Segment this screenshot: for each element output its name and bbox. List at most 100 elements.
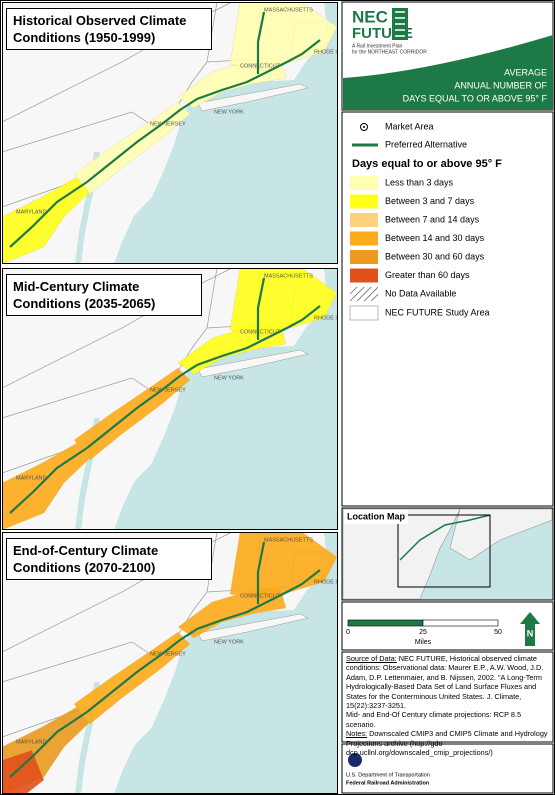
logo: NEC FUTURE A Rail Investment Plan for th… [352, 7, 427, 55]
footer-agency: U.S. Department of Transportation [346, 772, 430, 778]
legend-label: Market Area [385, 121, 434, 131]
climate-zone [229, 268, 338, 337]
panel-border [2, 268, 338, 530]
source-text: Downscaled CMIP3 and CMIP5 Climate and H… [346, 729, 548, 758]
map-label: MASSACHUSETTS [264, 273, 313, 279]
legend-label: Greater than 60 days [385, 270, 470, 280]
map-title: AVERAGE ANNUAL NUMBER OF DAYS EQUAL TO OR … [403, 67, 548, 103]
source-label: Source of Data: [346, 654, 397, 663]
climate-zone [2, 749, 45, 794]
legend-label: Between 30 and 60 days [385, 251, 485, 261]
panel-border [2, 2, 338, 264]
legend-label: Less than 3 days [385, 177, 454, 187]
legend-swatch [349, 305, 379, 321]
legend-label: Preferred Alternative [385, 139, 467, 149]
panels: MASSACHUSETTS CONNECTICUT RHODE ISLAND NEW … [2, 2, 355, 794]
map-label: CONNECTICUT [240, 63, 281, 69]
scale-label: 25 [419, 629, 427, 636]
map-label: MARYLAND [16, 475, 46, 481]
map-label: MASSACHUSETTS [264, 7, 313, 13]
corridor-line [9, 569, 321, 778]
scale-unit: Miles [415, 639, 432, 646]
source-label: Notes: [346, 729, 368, 739]
legend-label: No Data Available [385, 288, 456, 298]
logo-icon-rails [395, 11, 405, 37]
location-title: Location Map [347, 511, 406, 521]
map-label: NEW YORK [214, 375, 244, 381]
map-title-line: AVERAGE [504, 67, 547, 77]
logo-tagline: A Rail Investment Plan [352, 43, 403, 49]
legend: Market Area Preferred Alternative Days equ… [349, 121, 502, 321]
map-label: MARYLAND [16, 739, 46, 745]
legend-swatch [350, 250, 378, 264]
map-label: NEW YORK [214, 109, 244, 115]
legend-swatch [350, 268, 378, 283]
legend-heading: Days equal to or above 95° F [352, 158, 502, 170]
map-label: NEW JERSEY [150, 651, 186, 657]
source-paragraph: Source of Data: NEC FUTURE, Historical ob… [346, 654, 552, 710]
map-label: NEW JERSEY [150, 387, 186, 393]
source-paragraph: Mid- and End-Of Century climate projecti… [346, 710, 552, 729]
map-label: CONNECTICUT [240, 593, 281, 599]
location-corridor [399, 514, 491, 561]
legend-label: Between 7 and 14 days [385, 214, 480, 224]
climate-zone [229, 2, 338, 71]
panel-title: End-of-Century Climate Conditions (2070-… [6, 538, 212, 580]
panel-title: Mid-Century Climate Conditions (2035-206… [6, 274, 202, 316]
logo-tagline: for the NORTHEAST CORRIDOR [352, 49, 427, 55]
location-extent [397, 514, 491, 588]
climate-zone [2, 442, 91, 530]
map-label: MARYLAND [16, 209, 46, 215]
map-label: MASSACHUSETTS [264, 537, 313, 543]
north-label: N [527, 628, 534, 638]
map-title-line: ANNUAL NUMBER OF [454, 80, 547, 90]
corridor-line [9, 305, 321, 514]
scale-segment [347, 619, 424, 627]
location-land [342, 508, 461, 600]
corridor-line [256, 541, 266, 604]
map-label: CONNECTICUT [240, 329, 281, 335]
map-panel: MASSACHUSETTS CONNECTICUT RHODE ISLAND NEW … [2, 268, 355, 530]
legend-label: Between 3 and 7 days [385, 196, 475, 206]
scale-label: 50 [494, 629, 502, 636]
legend-label: NEC FUTURE Study Area [385, 307, 490, 317]
legend-swatch [350, 213, 378, 227]
map-panel: MASSACHUSETTS CONNECTICUT RHODE ISLAND NEW … [2, 2, 355, 264]
panel-title: Historical Observed Climate Conditions (… [6, 8, 212, 50]
climate-zone [2, 176, 91, 264]
location-land [449, 508, 553, 561]
scale-labels: 0 25 50 Miles [346, 629, 502, 646]
climate-zone [229, 532, 338, 601]
footer-agency: Federal Railroad Administration [346, 780, 430, 786]
source-paragraph: Notes: Downscaled CMIP3 and CMIP5 Climate… [346, 729, 552, 757]
market-area-symbol [363, 126, 365, 128]
map-label: RHODE ISLAND [314, 315, 355, 321]
location-title-bg [344, 510, 408, 524]
map-title-line: DAYS EQUAL TO OR ABOVE 95° F [403, 93, 548, 103]
scale-label: 0 [346, 629, 350, 636]
legend-swatch [350, 287, 378, 301]
corridor-line [9, 39, 321, 248]
source-text: Source of Data: NEC FUTURE, Historical ob… [346, 654, 552, 757]
legend-swatch [350, 176, 378, 190]
legend-swatch [350, 231, 378, 246]
map-label: NEW YORK [214, 639, 244, 645]
legend-swatch [350, 194, 378, 209]
panel-border [2, 532, 338, 794]
north-arrow [520, 612, 540, 646]
source-text: NEC FUTURE, Historical observed climate … [346, 654, 544, 711]
footer-box [341, 743, 554, 794]
map-label: RHODE ISLAND [314, 49, 355, 55]
scale-segment [422, 619, 499, 627]
corridor-line [256, 11, 266, 74]
source-box [341, 651, 554, 743]
legend-label: Between 14 and 30 days [385, 233, 485, 243]
map-label: RHODE ISLAND [314, 579, 355, 585]
source-text: Mid- and End-Of Century climate projecti… [346, 710, 522, 729]
map-panel: MASSACHUSETTS CONNECTICUT RHODE ISLAND NEW … [2, 532, 355, 794]
corridor-line [256, 277, 266, 340]
logo-name-top: NEC [352, 7, 388, 26]
title-banner [343, 35, 553, 110]
